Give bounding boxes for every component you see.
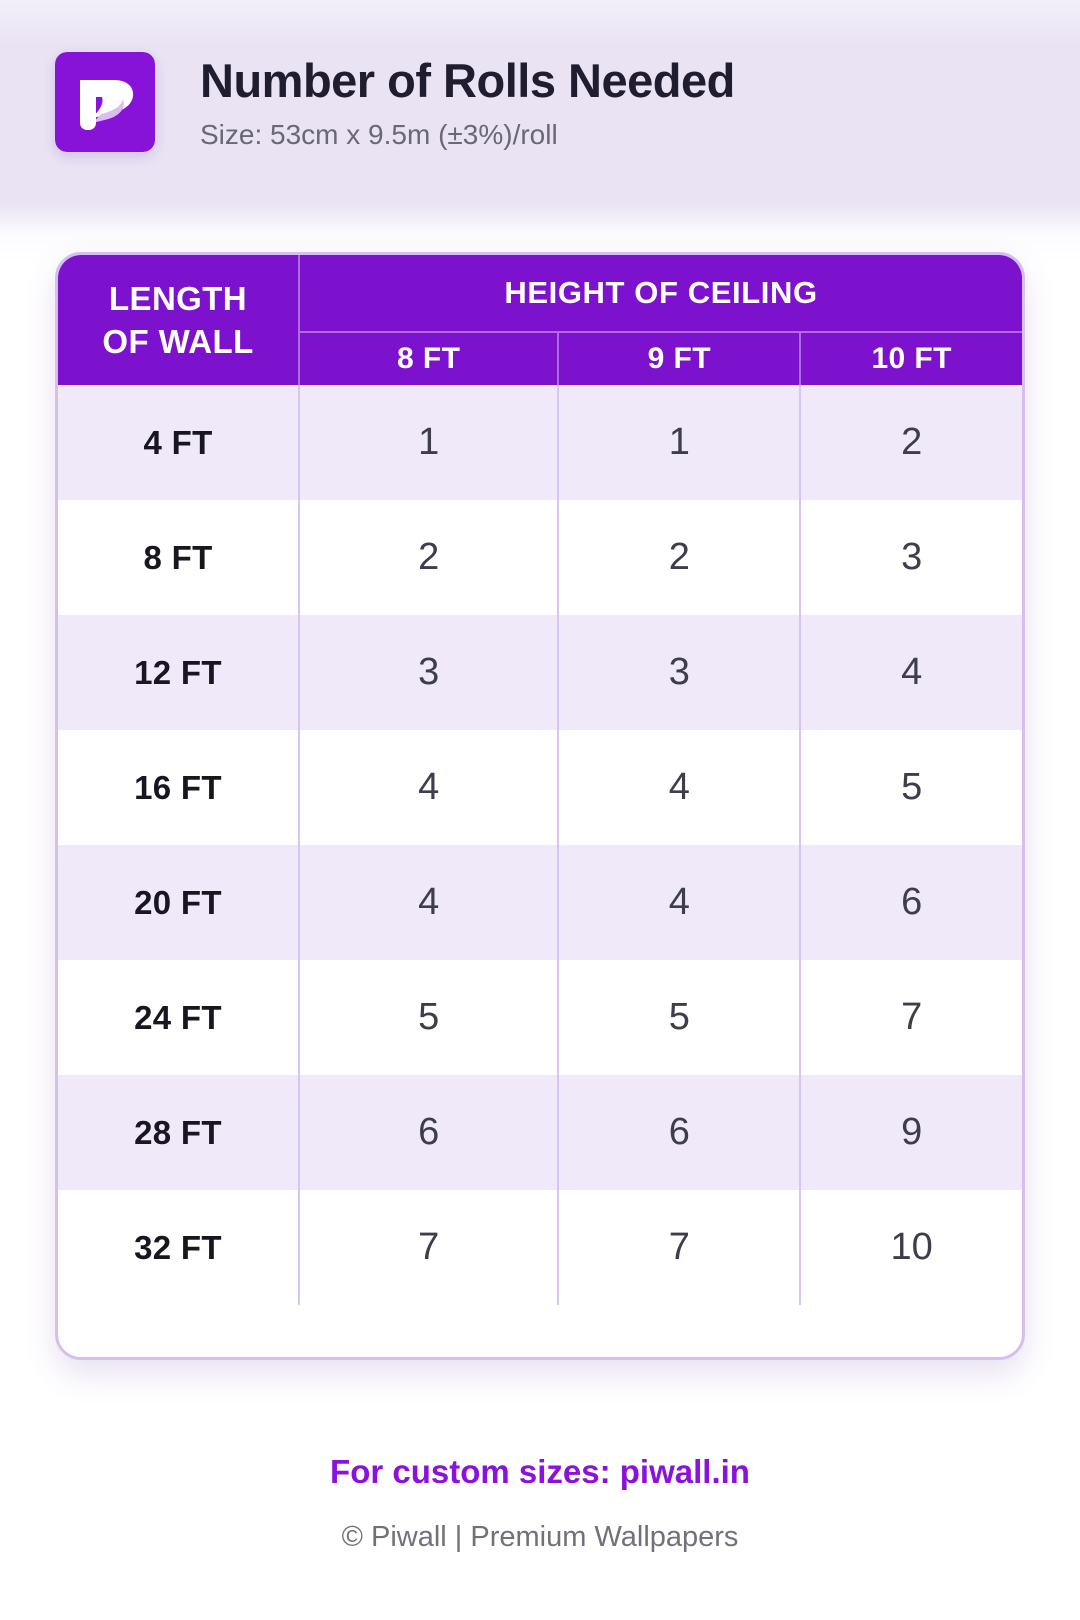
column-header-10ft: 10 FT — [799, 333, 1022, 385]
table-header: LENGTH OF WALL HEIGHT OF CEILING 8 FT 9 … — [58, 255, 1022, 385]
cell-value: 4 — [298, 845, 557, 960]
cell-value: 7 — [298, 1190, 557, 1305]
row-label: 20 FT — [134, 883, 222, 921]
row-label: 4 FT — [143, 423, 213, 461]
cell-value: 7 — [557, 1190, 799, 1305]
table-row: 8 FT 2 2 3 — [58, 500, 1022, 615]
table-bottom-padding — [58, 1305, 1022, 1357]
table-row: 12 FT 3 3 4 — [58, 615, 1022, 730]
cell-value: 2 — [557, 500, 799, 615]
column-header-9ft: 9 FT — [557, 333, 799, 385]
page-subtitle: Size: 53cm x 9.5m (±3%)/roll — [200, 119, 558, 150]
cell-value: 4 — [298, 730, 557, 845]
cell-value: 9 — [799, 1075, 1022, 1190]
piwall-logo — [55, 52, 155, 152]
column-header-8ft: 8 FT — [298, 333, 557, 385]
cell-value: 3 — [298, 615, 557, 730]
cell-value: 10 — [799, 1190, 1022, 1305]
row-label: 16 FT — [134, 768, 222, 806]
row-label: 12 FT — [134, 653, 222, 691]
cell-value: 7 — [799, 960, 1022, 1075]
table-row: 16 FT 4 4 5 — [58, 730, 1022, 845]
table-row: 32 FT 7 7 10 — [58, 1190, 1022, 1305]
row-label: 24 FT — [134, 998, 222, 1036]
cell-value: 1 — [298, 385, 557, 500]
page-title: Number of Rolls Needed — [200, 54, 735, 107]
cell-value: 4 — [557, 730, 799, 845]
table-row: 4 FT 1 1 2 — [58, 385, 1022, 500]
cell-value: 6 — [799, 845, 1022, 960]
cell-value: 1 — [557, 385, 799, 500]
table-row: 28 FT 6 6 9 — [58, 1075, 1022, 1190]
cell-value: 5 — [799, 730, 1022, 845]
cell-value: 6 — [557, 1075, 799, 1190]
row-label: 8 FT — [143, 538, 213, 576]
row-label: 28 FT — [134, 1113, 222, 1151]
cell-value: 6 — [298, 1075, 557, 1190]
page-header: Number of Rolls Needed Size: 53cm x 9.5m… — [55, 52, 1040, 152]
corner-header-length-of-wall: LENGTH OF WALL — [58, 255, 298, 385]
cell-value: 2 — [799, 385, 1022, 500]
cell-value: 4 — [799, 615, 1022, 730]
header-titles: Number of Rolls Needed Size: 53cm x 9.5m… — [200, 52, 735, 152]
piwall-logo-icon — [55, 52, 155, 152]
cell-value: 3 — [799, 500, 1022, 615]
cell-value: 3 — [557, 615, 799, 730]
cell-value: 5 — [298, 960, 557, 1075]
cell-value: 2 — [298, 500, 557, 615]
table-row: 24 FT 5 5 7 — [58, 960, 1022, 1075]
corner-header-line2: OF WALL — [102, 323, 254, 360]
rolls-table-card: LENGTH OF WALL HEIGHT OF CEILING 8 FT 9 … — [55, 252, 1025, 1360]
cell-value: 4 — [557, 845, 799, 960]
corner-header-line1: LENGTH — [108, 280, 248, 317]
cell-value: 5 — [557, 960, 799, 1075]
group-header-height-of-ceiling: HEIGHT OF CEILING — [298, 255, 1022, 333]
table-body: 4 FT 1 1 2 8 FT 2 2 3 12 FT 3 3 4 16 FT … — [58, 385, 1022, 1305]
custom-sizes-note: For custom sizes: piwall.in — [330, 1453, 750, 1490]
table-row: 20 FT 4 4 6 — [58, 845, 1022, 960]
row-label: 32 FT — [134, 1228, 222, 1266]
copyright: © Piwall | Premium Wallpapers — [341, 1521, 739, 1553]
